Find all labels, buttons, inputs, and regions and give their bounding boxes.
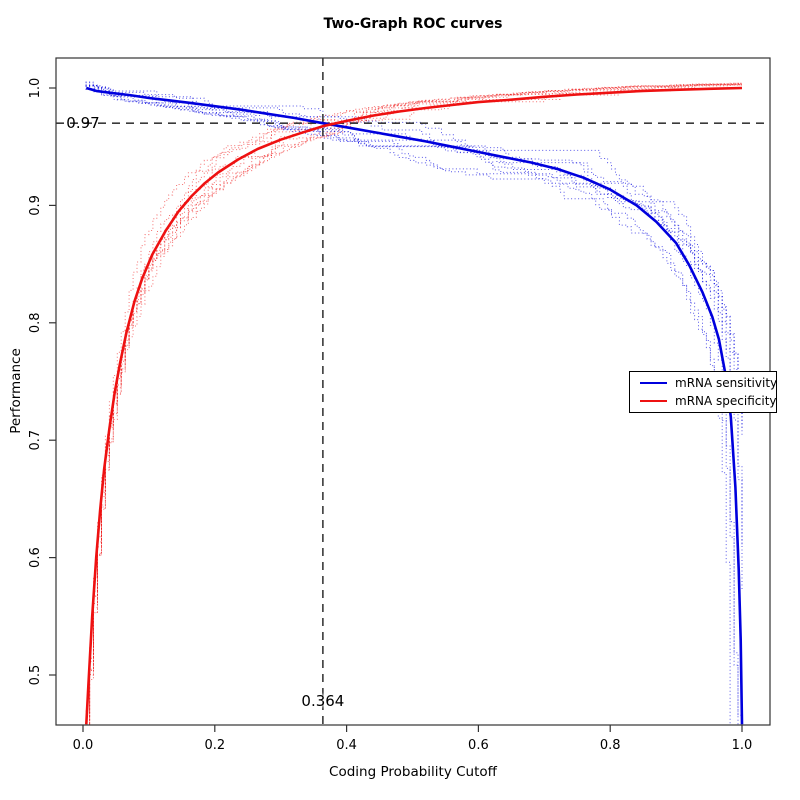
replicate-curves [85,81,743,725]
x-tick-label: 0.0 [73,738,94,753]
sensitivity-replicate-curve [85,85,743,590]
chart-title: Two-Graph ROC curves [323,16,503,32]
x-tick-label: 0.6 [468,738,489,753]
legend-item-specificity: mRNA specificity [640,394,777,409]
mean-curves [85,86,744,725]
legend: mRNA sensitivity mRNA specificity [629,371,777,413]
sensitivity-replicate-curve [85,86,743,546]
sensitivity-replicate-curve [85,88,743,428]
sensitivity-mean-curve [85,86,744,725]
cutoff-value-label: 0.364 [301,691,345,710]
x-tick-label: 0.8 [600,738,621,753]
legend-label: mRNA sensitivity [675,376,778,390]
y-tick-label: 0.6 [28,547,43,568]
specificity-replicate-curve [89,83,742,725]
y-tick-label: 0.9 [28,195,43,216]
y-tick-label: 0.7 [28,430,43,451]
specificity-replicate-curve [85,83,742,717]
x-tick-label: 0.4 [336,738,357,753]
x-tick-label: 0.2 [204,738,225,753]
specificity-line-swatch [640,400,667,402]
y-tick-label: 0.8 [28,312,43,333]
y-tick-label: 1.0 [28,78,43,99]
specificity-replicate-curve [89,83,742,725]
sensitivity-replicate-curve [85,85,742,716]
sensitivity-replicate-curve [85,85,743,415]
specificity-mean-curve [85,86,743,725]
x-tick-label: 1.0 [732,738,753,753]
y-axis-label: Performance [8,348,24,434]
legend-label: mRNA specificity [675,394,777,408]
specificity-replicate-curve [89,84,742,725]
x-axis-label: Coding Probability Cutoff [329,764,497,780]
y-tick-label: 0.5 [28,665,43,686]
sensitivity-replicate-curve [85,83,739,725]
specificity-replicate-curve [89,84,742,725]
threshold-performance-label: 0.97 [66,114,100,133]
legend-item-sensitivity: mRNA sensitivity [640,376,777,391]
sensitivity-line-swatch [640,382,667,384]
sensitivity-replicate-curve [85,88,731,725]
axes: 0.0 0.2 0.4 0.6 0.8 1.0 0.5 0.6 0.7 0.8 0.9 1.0 [28,78,752,753]
